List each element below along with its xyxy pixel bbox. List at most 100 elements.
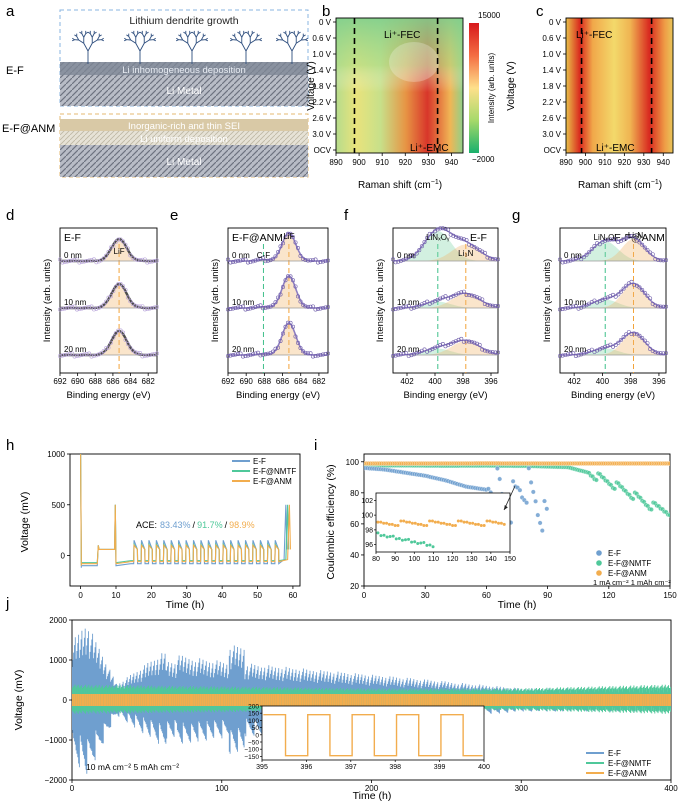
j-inset-ytick-label: 200 bbox=[248, 704, 259, 711]
f-xtick-label: 396 bbox=[484, 377, 498, 386]
panel-h-voltage: 0 10 20 30 40 50 60 0 500 1000 Voltage (mV) Time … bbox=[19, 450, 301, 611]
ef-metal-label: Li Metal bbox=[166, 86, 201, 97]
e-data-point bbox=[236, 305, 241, 310]
panel-letter-a: a bbox=[6, 3, 15, 20]
j-xtick-label: 400 bbox=[664, 784, 678, 793]
dendrite-branch bbox=[182, 39, 189, 44]
c-emc-label: Li⁺-EMC bbox=[596, 143, 635, 154]
e-data-point bbox=[278, 339, 283, 344]
e-data-point bbox=[305, 304, 310, 309]
e-depth-label: 20 nm bbox=[232, 345, 255, 354]
i-point-E-F@ANM bbox=[667, 461, 670, 466]
g-data-point bbox=[571, 257, 576, 262]
g-data-point bbox=[608, 342, 613, 347]
e-data-point bbox=[303, 258, 308, 263]
j-ylabel: Voltage (mV) bbox=[13, 670, 25, 731]
i-inset-point-nmtf bbox=[388, 535, 392, 539]
f-component-fill bbox=[393, 341, 498, 355]
e-data-point bbox=[226, 307, 231, 312]
g-data-point bbox=[592, 244, 597, 249]
g-data-point bbox=[613, 342, 618, 347]
c-xtick-label: 890 bbox=[559, 158, 573, 167]
e-data-point bbox=[318, 306, 323, 311]
b-ytick-label: 1.8 V bbox=[312, 82, 331, 91]
e-data-point bbox=[308, 351, 313, 356]
g-data-point bbox=[560, 260, 565, 265]
d-data-point bbox=[99, 304, 104, 309]
e-data-point bbox=[323, 305, 328, 310]
j-inset-ytick-label: −100 bbox=[244, 747, 259, 754]
dendrite-branch bbox=[203, 34, 206, 37]
e-data-point bbox=[270, 349, 275, 354]
f-data-point bbox=[425, 235, 430, 240]
i-inset: 80 90 100 110 120 130 140 150 96 98 100 102 bbox=[361, 492, 516, 563]
d-ylabel: Intensity (arb. units) bbox=[42, 259, 53, 342]
panel-c-raman-heatmap: Li⁺-FEC Li⁺-EMC 0 V 0.6 V 1.0 V 1.4 V 1.8 V 2… bbox=[506, 17, 674, 191]
i-point-E-F bbox=[510, 478, 516, 484]
e-data-point bbox=[323, 351, 328, 356]
j-xtick-label: 200 bbox=[365, 784, 379, 793]
i-inset-point-nmtf bbox=[400, 538, 404, 542]
sei-label: Inorganic-rich and thin SEI bbox=[128, 121, 240, 132]
e-data-point bbox=[270, 303, 275, 308]
panel-letters: a b c d e f g h i j bbox=[5, 3, 544, 612]
f-data-point bbox=[414, 351, 419, 356]
e-data-point bbox=[233, 259, 238, 264]
g-data-point bbox=[573, 354, 578, 359]
g-data-point bbox=[642, 245, 647, 250]
g-data-point bbox=[648, 347, 653, 352]
c-ytick-label: 3.0 V bbox=[542, 130, 561, 139]
b-ylabel: Voltage (V) bbox=[306, 61, 317, 110]
g-data-point bbox=[640, 242, 645, 247]
d-data-point bbox=[145, 306, 150, 311]
dendrite-branch bbox=[295, 33, 299, 38]
i-inset-point-nmtf bbox=[428, 543, 432, 547]
dendrite-branch bbox=[243, 31, 247, 35]
i-xtick-label: 120 bbox=[602, 591, 616, 600]
h-ticks: 0 10 20 30 40 50 60 0 500 1000 bbox=[47, 450, 298, 600]
i-ticks: 0 30 60 90 120 150 20 40 60 80 100 bbox=[346, 458, 678, 600]
f-data-point bbox=[406, 303, 411, 308]
i-legend-ef: E-F bbox=[608, 549, 621, 558]
dendrite-branch bbox=[200, 36, 204, 41]
dendrite-branch bbox=[282, 39, 289, 44]
f-data-point bbox=[451, 233, 456, 238]
i-xtick-label: 30 bbox=[421, 591, 430, 600]
panel-letter-i: i bbox=[314, 437, 317, 454]
d-data-point bbox=[118, 237, 123, 242]
d-data-point bbox=[150, 352, 155, 357]
e-data-point bbox=[233, 352, 238, 357]
g-data-point bbox=[608, 237, 613, 242]
colorbar-min: −2000 bbox=[472, 155, 495, 164]
e-data-point bbox=[310, 257, 315, 262]
f-data-point bbox=[427, 231, 432, 236]
dendrite-branch bbox=[303, 34, 306, 37]
f-data-point bbox=[477, 342, 482, 347]
e-data-point bbox=[258, 256, 263, 261]
i-ytick-label: 80 bbox=[350, 489, 359, 498]
g-data-point bbox=[624, 283, 629, 288]
e-data-point bbox=[285, 231, 290, 236]
g-data-point bbox=[584, 252, 589, 257]
g-data-point bbox=[565, 352, 570, 357]
d-data-point bbox=[111, 244, 116, 249]
dendrite-branch bbox=[197, 31, 201, 35]
d-data-point bbox=[57, 307, 62, 312]
label-ef: E-F bbox=[6, 65, 24, 77]
dendrite-branch bbox=[249, 39, 256, 44]
f-data-point bbox=[493, 257, 498, 262]
g-peak-label: LiNₓOᵧ bbox=[594, 233, 618, 242]
j-xlabel: Time (h) bbox=[353, 790, 392, 802]
h-xtick-label: 50 bbox=[253, 591, 262, 600]
f-data-point bbox=[453, 234, 458, 239]
j-inset-ytick-label: 0 bbox=[255, 732, 259, 739]
dendrite-branch bbox=[143, 33, 147, 38]
panel-letter-f: f bbox=[344, 207, 349, 224]
e-data-point bbox=[318, 352, 323, 357]
h-legend-nmtf: E-F@NMTF bbox=[253, 467, 296, 476]
g-data-point bbox=[557, 307, 562, 312]
i-ylabel: Coulombic efficiency (%) bbox=[325, 464, 337, 579]
i-inset-xtick-label: 130 bbox=[466, 556, 478, 563]
dendrite-branch bbox=[133, 33, 137, 38]
g-data-point bbox=[579, 305, 584, 310]
